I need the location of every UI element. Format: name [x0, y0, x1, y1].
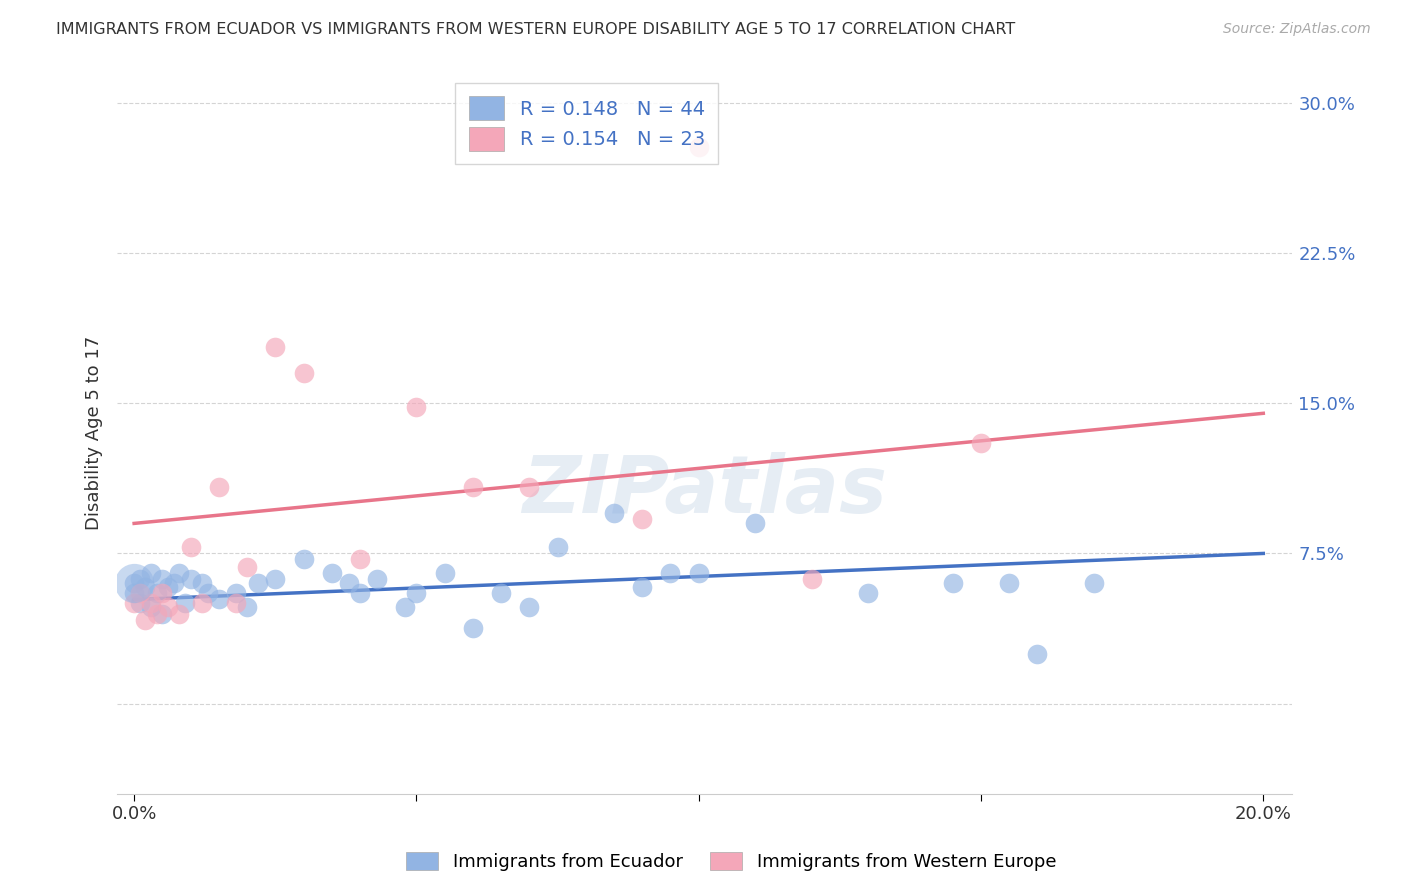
- Point: [970, 436, 993, 450]
- Point: [461, 620, 484, 634]
- Point: [461, 480, 484, 494]
- Point: [349, 586, 371, 600]
- Point: [225, 586, 247, 600]
- Point: [631, 581, 654, 595]
- Point: [321, 566, 343, 581]
- Point: [145, 607, 167, 621]
- Point: [998, 576, 1021, 591]
- Point: [856, 586, 879, 600]
- Point: [264, 573, 287, 587]
- Point: [150, 586, 173, 600]
- Y-axis label: Disability Age 5 to 17: Disability Age 5 to 17: [86, 336, 103, 531]
- Point: [139, 600, 162, 615]
- Point: [603, 507, 626, 521]
- Point: [405, 401, 427, 415]
- Point: [744, 516, 766, 531]
- Point: [180, 541, 202, 555]
- Point: [174, 597, 197, 611]
- Point: [163, 576, 186, 591]
- Point: [150, 607, 173, 621]
- Point: [128, 597, 150, 611]
- Point: [225, 597, 247, 611]
- Point: [191, 597, 214, 611]
- Point: [688, 140, 710, 154]
- Point: [134, 613, 156, 627]
- Point: [122, 586, 145, 600]
- Point: [208, 480, 231, 494]
- Point: [405, 586, 427, 600]
- Point: [156, 600, 179, 615]
- Point: [139, 597, 162, 611]
- Point: [122, 576, 145, 591]
- Point: [139, 566, 162, 581]
- Point: [180, 573, 202, 587]
- Point: [631, 512, 654, 526]
- Text: ZIPatlas: ZIPatlas: [522, 452, 887, 530]
- Point: [191, 576, 214, 591]
- Point: [349, 552, 371, 566]
- Point: [145, 586, 167, 600]
- Point: [197, 586, 219, 600]
- Text: IMMIGRANTS FROM ECUADOR VS IMMIGRANTS FROM WESTERN EUROPE DISABILITY AGE 5 TO 17: IMMIGRANTS FROM ECUADOR VS IMMIGRANTS FR…: [56, 22, 1015, 37]
- Point: [128, 573, 150, 587]
- Point: [128, 586, 150, 600]
- Point: [942, 576, 965, 591]
- Point: [156, 581, 179, 595]
- Point: [800, 573, 823, 587]
- Point: [1026, 647, 1049, 661]
- Point: [547, 541, 569, 555]
- Point: [169, 566, 191, 581]
- Point: [247, 576, 270, 591]
- Point: [292, 366, 315, 380]
- Point: [489, 586, 512, 600]
- Point: [236, 560, 259, 574]
- Point: [169, 607, 191, 621]
- Legend: Immigrants from Ecuador, Immigrants from Western Europe: Immigrants from Ecuador, Immigrants from…: [399, 845, 1063, 879]
- Point: [236, 600, 259, 615]
- Point: [366, 573, 388, 587]
- Point: [150, 573, 173, 587]
- Point: [122, 597, 145, 611]
- Point: [517, 480, 540, 494]
- Point: [433, 566, 456, 581]
- Point: [659, 566, 682, 581]
- Point: [264, 340, 287, 354]
- Point: [1083, 576, 1105, 591]
- Text: Source: ZipAtlas.com: Source: ZipAtlas.com: [1223, 22, 1371, 37]
- Point: [208, 592, 231, 607]
- Point: [517, 600, 540, 615]
- Point: [394, 600, 416, 615]
- Legend: R = 0.148   N = 44, R = 0.154   N = 23: R = 0.148 N = 44, R = 0.154 N = 23: [456, 83, 718, 164]
- Point: [134, 581, 156, 595]
- Point: [688, 566, 710, 581]
- Point: [292, 552, 315, 566]
- Point: [122, 576, 145, 591]
- Point: [337, 576, 360, 591]
